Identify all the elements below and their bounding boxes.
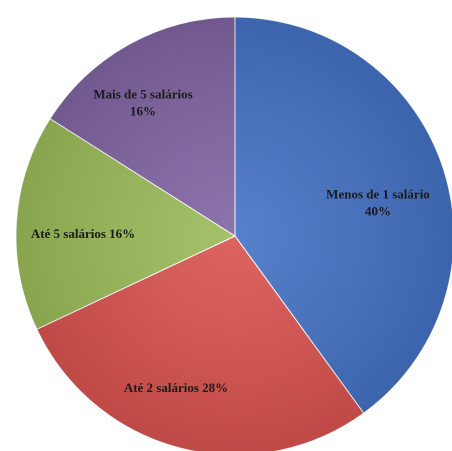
pie-slice-label-line: 40%	[365, 204, 391, 219]
pie-slice-label-line: Menos de 1 salário	[326, 187, 430, 202]
pie-slice-label-1: Menos de 1 salário 40%	[326, 187, 430, 219]
pie-slice-label-line: Até 2 salários 28%	[124, 380, 228, 395]
pie-slice-label-line: Mais de 5 salários	[93, 87, 192, 102]
pie-slice-label-2: Até 2 salários 28%	[124, 380, 228, 395]
pie-slice-label-line: 16%	[130, 104, 156, 119]
pie-slice-label-4: Mais de 5 salários 16%	[93, 87, 192, 119]
pie-slice-label-3: Até 5 salários 16%	[31, 226, 135, 241]
pie-labels: Menos de 1 salário 40% Até 2 salários 28% A…	[31, 87, 430, 396]
pie-slice-label-line: Até 5 salários 16%	[31, 226, 135, 241]
